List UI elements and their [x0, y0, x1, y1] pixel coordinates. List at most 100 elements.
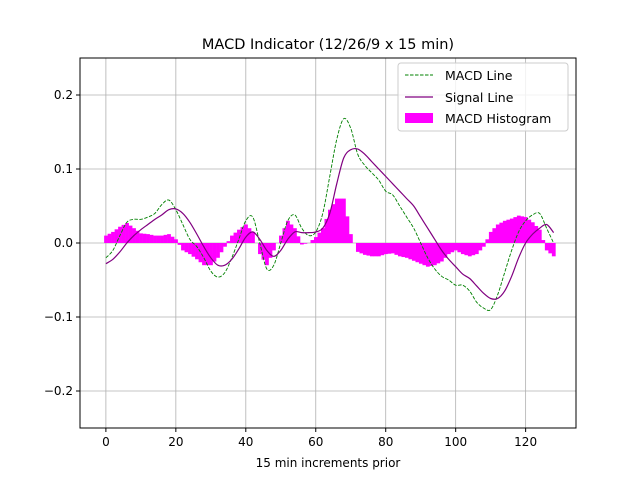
histogram-bar: [394, 243, 399, 255]
x-tick-label: 60: [308, 435, 323, 449]
histogram-bar: [174, 239, 178, 243]
histogram-bar: [467, 243, 472, 257]
histogram-bar: [345, 216, 350, 243]
histogram-bar: [485, 239, 490, 243]
histogram-bar: [387, 243, 392, 254]
histogram-bar: [279, 235, 283, 243]
histogram-bar: [513, 217, 518, 243]
histogram-bar: [286, 220, 290, 243]
histogram-bar: [369, 243, 374, 257]
y-tick-label: −0.1: [44, 310, 73, 324]
histogram-bar: [551, 243, 556, 257]
histogram-bar: [499, 222, 504, 243]
histogram-bar: [317, 232, 322, 243]
x-axis-label: 15 min increments prior: [256, 456, 401, 470]
histogram-bar: [121, 224, 126, 243]
x-tick-label: 20: [168, 435, 183, 449]
macd-line: [105, 117, 555, 311]
histogram-bar: [471, 243, 476, 256]
histogram-bar: [205, 243, 210, 266]
histogram-bar: [439, 243, 444, 262]
histogram-bar: [506, 219, 511, 243]
histogram-bar: [366, 243, 371, 256]
y-tick-label: 0.2: [54, 88, 73, 102]
histogram-bar: [380, 243, 385, 256]
histogram-bar: [324, 218, 329, 243]
histogram-bar: [328, 209, 332, 243]
histogram-bar: [167, 234, 171, 243]
histogram-bar: [481, 243, 486, 247]
histogram-bar: [258, 243, 262, 255]
histogram-bar: [209, 243, 213, 266]
histogram-bar: [404, 243, 409, 258]
histogram-bar: [446, 243, 451, 255]
histogram-bar: [146, 234, 150, 243]
legend-signal-label: Signal Line: [445, 90, 514, 105]
histogram-bar: [544, 243, 549, 251]
histogram-bar: [376, 243, 381, 257]
histogram-bar: [314, 237, 318, 243]
histogram-bar: [153, 235, 157, 243]
histogram-bar: [188, 243, 192, 255]
chart-title: MACD Indicator (12/26/9 x 15 min): [202, 37, 454, 53]
histogram-bar: [397, 243, 402, 257]
histogram-bar: [128, 225, 133, 243]
histogram-bar: [425, 243, 430, 267]
histogram-bar: [541, 240, 546, 243]
histogram-bar: [478, 243, 483, 251]
series-lines: [105, 117, 555, 311]
x-tick-label: 100: [444, 435, 467, 449]
signal-line: [105, 147, 555, 300]
histogram-bar: [247, 228, 252, 243]
histogram-bar: [334, 198, 339, 243]
legend: MACD Line Signal Line MACD Histogram: [397, 62, 569, 132]
y-tick-label: 0.0: [54, 236, 73, 250]
histogram-bar: [492, 228, 497, 243]
histogram-bar: [198, 243, 203, 263]
histogram-bar: [265, 243, 269, 266]
histogram-bar: [509, 218, 514, 243]
histogram-bar: [272, 243, 276, 251]
histogram-bar: [488, 231, 493, 243]
histogram-bar: [296, 236, 301, 243]
histogram-bar: [226, 241, 231, 243]
histogram-bar: [261, 243, 266, 260]
histogram-bar: [160, 235, 164, 243]
x-tick-label: 0: [102, 435, 110, 449]
histogram-bar: [191, 243, 196, 257]
histogram-bar: [348, 234, 353, 243]
histogram-bar: [502, 220, 507, 243]
histogram-bar: [202, 243, 206, 266]
histogram-bar: [230, 235, 234, 243]
histogram-bar: [184, 243, 189, 253]
histogram-bar: [408, 243, 413, 260]
legend-histogram-swatch: [405, 113, 433, 123]
histogram-bar: [450, 243, 455, 253]
histogram-bar: [523, 217, 528, 243]
histogram-bar: [223, 243, 227, 247]
histogram-bar: [516, 215, 521, 243]
histogram-bar: [156, 235, 161, 243]
histogram-bar: [383, 243, 388, 255]
histogram-bar: [390, 243, 395, 254]
histogram-bar: [460, 243, 465, 255]
histogram-bar: [251, 231, 255, 243]
histogram-bar: [321, 228, 325, 243]
histogram-bar: [474, 243, 479, 255]
histogram-bar: [303, 243, 308, 244]
histogram-bar: [548, 243, 553, 254]
x-tick-label: 120: [514, 435, 537, 449]
histogram-bar: [436, 243, 441, 264]
x-tick-label: 40: [238, 435, 253, 449]
histogram-bar: [401, 243, 406, 258]
histogram-bar: [338, 198, 343, 243]
histogram-bar: [457, 243, 462, 253]
histogram-bar: [268, 243, 273, 258]
histogram-bar: [216, 243, 220, 258]
histogram-bar: [212, 243, 217, 262]
histogram-bar: [237, 229, 241, 243]
histogram-bar: [142, 233, 147, 243]
histogram-bar: [534, 225, 539, 243]
histogram-bar: [219, 243, 224, 253]
